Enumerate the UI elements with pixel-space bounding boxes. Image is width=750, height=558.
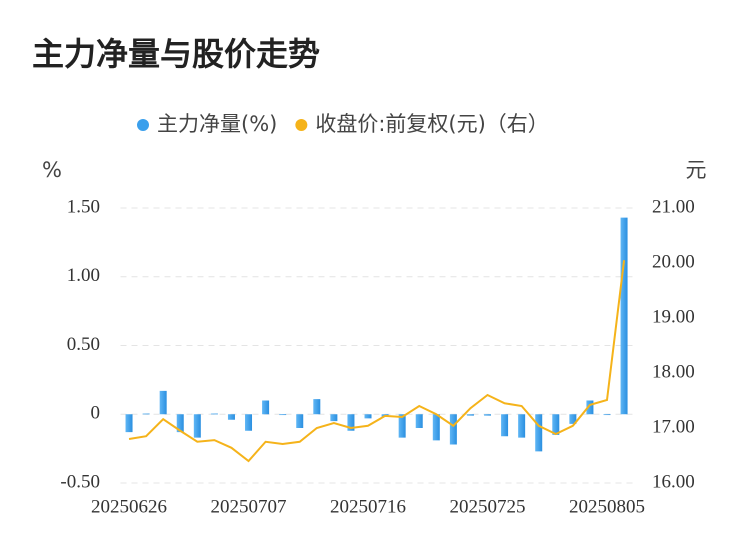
y2-tick-label: 16.00 [652, 471, 695, 492]
y2-tick-label: 20.00 [652, 251, 695, 272]
y2-tick-label: 19.00 [652, 306, 695, 327]
bar [210, 413, 218, 415]
bar [518, 414, 526, 438]
bar [415, 414, 423, 428]
bar [398, 414, 406, 438]
legend-label: 主力净量(%) [157, 112, 277, 136]
y-tick-label: 0.50 [67, 334, 100, 355]
y2-tick-label: 18.00 [652, 361, 695, 382]
x-tick-label: 20250716 [330, 496, 406, 517]
bar [569, 414, 577, 424]
price-line [128, 260, 626, 463]
bar [432, 414, 440, 441]
bar [245, 414, 253, 431]
x-tick-label: 20250707 [211, 496, 287, 517]
bar [330, 414, 338, 422]
y-axis-label: % [42, 158, 62, 182]
bar [552, 414, 560, 435]
legend-label: 收盘价:前复权(元)（右） [315, 112, 548, 136]
bar [484, 414, 492, 416]
x-tick-label: 20250725 [450, 496, 526, 517]
y2-tick-label: 21.00 [652, 196, 695, 217]
bar [159, 390, 167, 415]
bar [296, 414, 304, 428]
y-tick-label: 0 [91, 403, 101, 424]
y-tick-label: 1.00 [67, 265, 100, 286]
bar [279, 414, 287, 416]
bar [125, 414, 133, 433]
legend-marker [137, 119, 149, 131]
bar [603, 414, 611, 416]
chart-title: 主力净量与股价走势 [32, 35, 320, 73]
legend-marker [295, 119, 308, 131]
bar [501, 414, 509, 437]
x-tick-label: 20250805 [569, 496, 645, 517]
bar [449, 414, 457, 445]
bar [227, 414, 235, 420]
bar [620, 217, 628, 415]
bar [313, 399, 321, 415]
bar [535, 414, 543, 452]
bar [142, 413, 150, 415]
bar [176, 414, 184, 433]
bar [364, 414, 372, 419]
bar [193, 414, 201, 438]
bar [586, 400, 594, 415]
y-tick-label: -0.50 [60, 471, 100, 492]
y2-axis-label: 元 [686, 158, 707, 182]
y-tick-label: 1.50 [67, 196, 100, 217]
bar [466, 414, 474, 416]
x-tick-label: 20250626 [91, 496, 167, 517]
bar [262, 400, 270, 415]
y2-tick-label: 17.00 [652, 416, 695, 437]
bar [347, 414, 355, 431]
